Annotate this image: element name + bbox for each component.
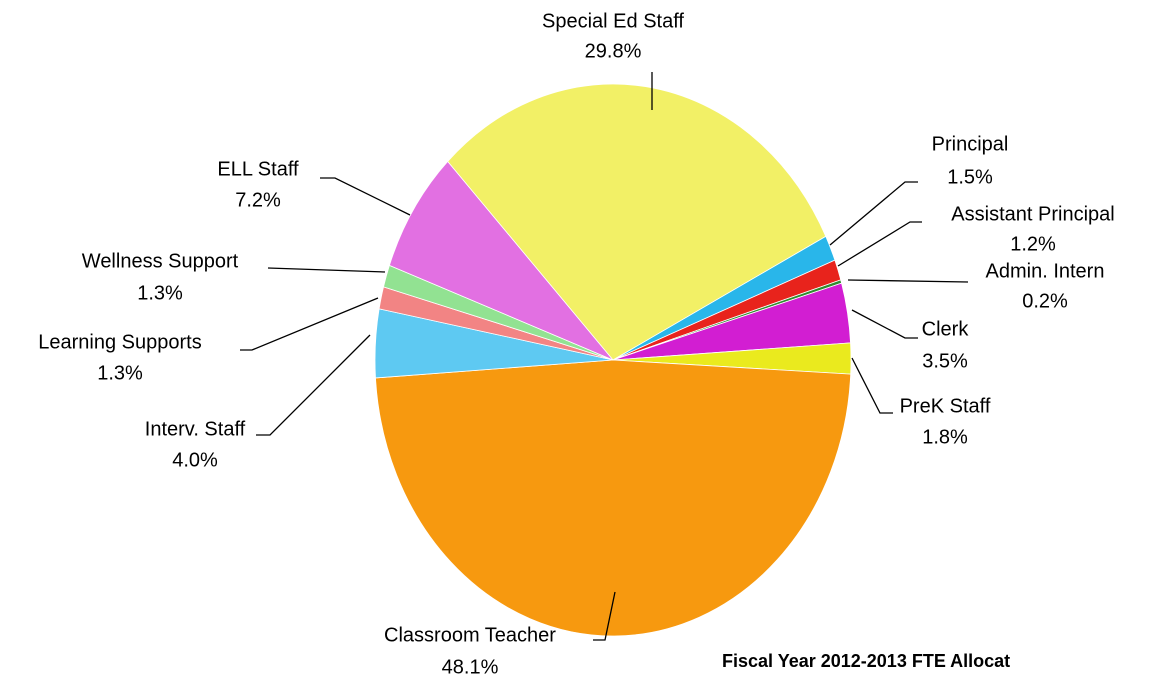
category-label: Clerk: [922, 318, 970, 340]
value-label: 4.0%: [172, 449, 218, 471]
leader-line: [851, 309, 918, 339]
leader-line: [847, 279, 969, 283]
value-label: 1.3%: [97, 362, 143, 384]
category-label: Special Ed Staff: [542, 10, 684, 32]
category-label: Learning Supports: [38, 331, 201, 353]
pie: [374, 83, 852, 637]
pie-slice: [388, 160, 614, 361]
labels: Special Ed Staff 29.8% Principal 1.5% Assist…: [38, 10, 1114, 678]
category-label: Principal: [932, 133, 1009, 155]
value-label: 1.3%: [137, 282, 183, 304]
chart-title: Fiscal Year 2012-2013 FTE Allocat: [722, 651, 1010, 671]
category-label: ELL Staff: [217, 158, 299, 180]
leader-line: [851, 357, 893, 414]
value-label: 48.1%: [442, 656, 499, 678]
value-label: 0.2%: [1022, 290, 1068, 312]
category-label: PreK Staff: [900, 395, 991, 417]
leader-line: [240, 297, 379, 351]
leader-line: [593, 591, 616, 641]
value-label: 29.8%: [585, 40, 642, 62]
category-label: Classroom Teacher: [384, 624, 556, 646]
leader-line: [837, 221, 922, 267]
category-label: Assistant Principal: [951, 203, 1114, 225]
value-label: 1.5%: [947, 166, 993, 188]
pie-slice: [375, 359, 852, 637]
leader-line: [267, 267, 386, 273]
leader-line: [829, 181, 918, 246]
value-label: 3.5%: [922, 350, 968, 372]
value-label: 1.2%: [1010, 233, 1056, 255]
value-label: 1.8%: [922, 426, 968, 448]
category-label: Admin. Intern: [986, 260, 1105, 282]
value-label: 7.2%: [235, 189, 281, 211]
category-label: Interv. Staff: [145, 418, 246, 440]
leader-line: [320, 177, 411, 216]
category-label: Wellness Support: [82, 250, 239, 272]
leader-line: [256, 334, 371, 436]
